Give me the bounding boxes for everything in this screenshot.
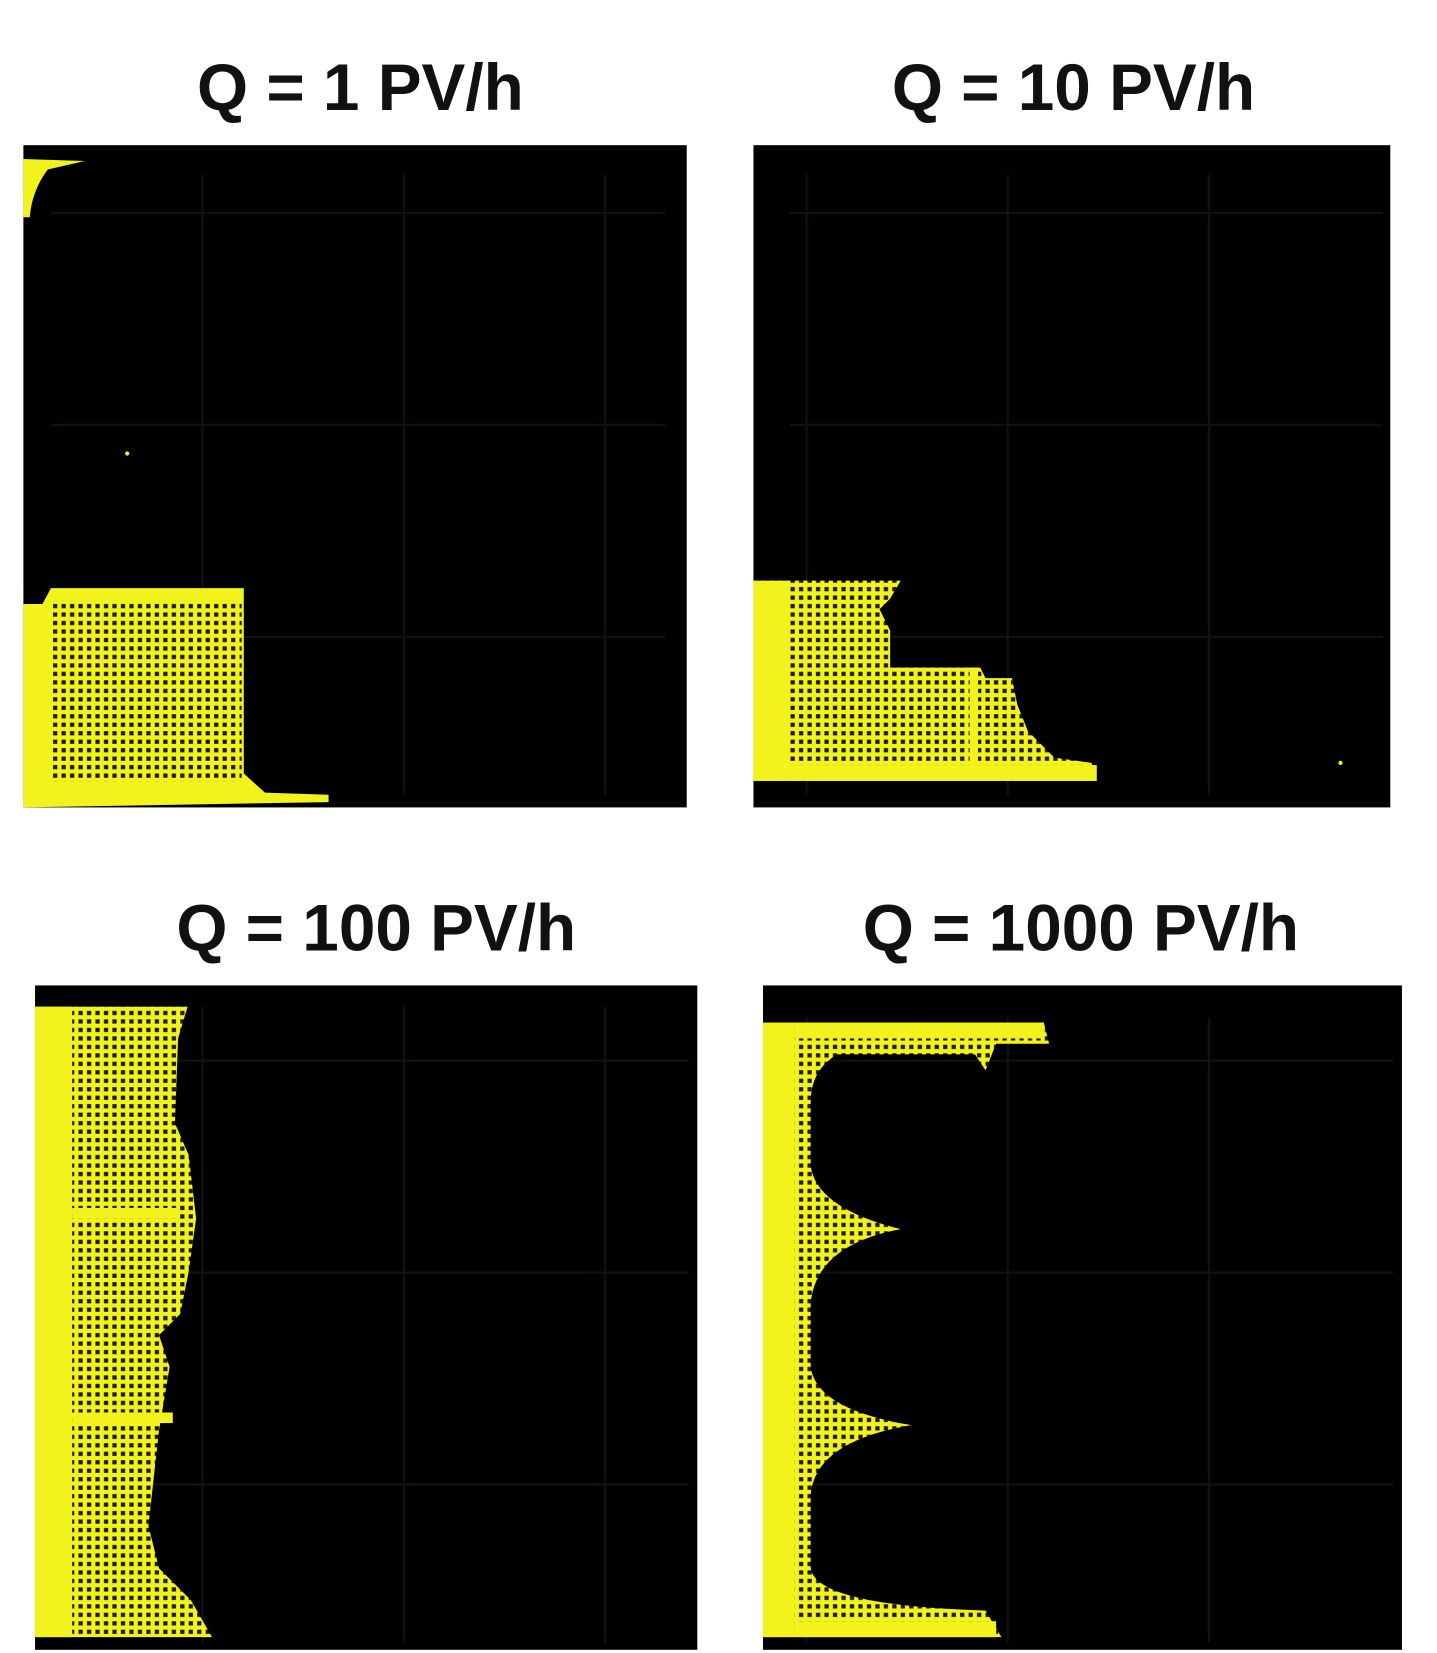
panel-image [23, 145, 687, 808]
fluid-channel [794, 1621, 997, 1638]
fluid-channel [72, 1412, 173, 1424]
grid [794, 1017, 1394, 1643]
panel-title: Q = 1 PV/h [197, 51, 524, 124]
panel-title: Q = 10 PV/h [892, 51, 1255, 124]
fluid [753, 580, 1097, 781]
fluid [35, 1006, 213, 1638]
fluid [23, 158, 85, 218]
fluid-channel [969, 667, 979, 774]
panel-title: Q = 100 PV/h [176, 891, 576, 964]
panel-title: Q = 1000 PV/h [863, 891, 1299, 964]
fluid-channel [794, 1022, 1044, 1039]
panel-image [753, 145, 1391, 808]
fluid-channel [753, 765, 1097, 781]
fluid-inlet [753, 580, 790, 781]
speck [1338, 760, 1343, 766]
fluid-channel [72, 1207, 179, 1219]
fluid-pattern [50, 601, 242, 782]
panel-image [763, 985, 1402, 1650]
fluid-inlet [763, 1022, 795, 1638]
fluid-inlet [35, 1006, 73, 1638]
panel-image [35, 985, 698, 1650]
speck [125, 451, 130, 456]
